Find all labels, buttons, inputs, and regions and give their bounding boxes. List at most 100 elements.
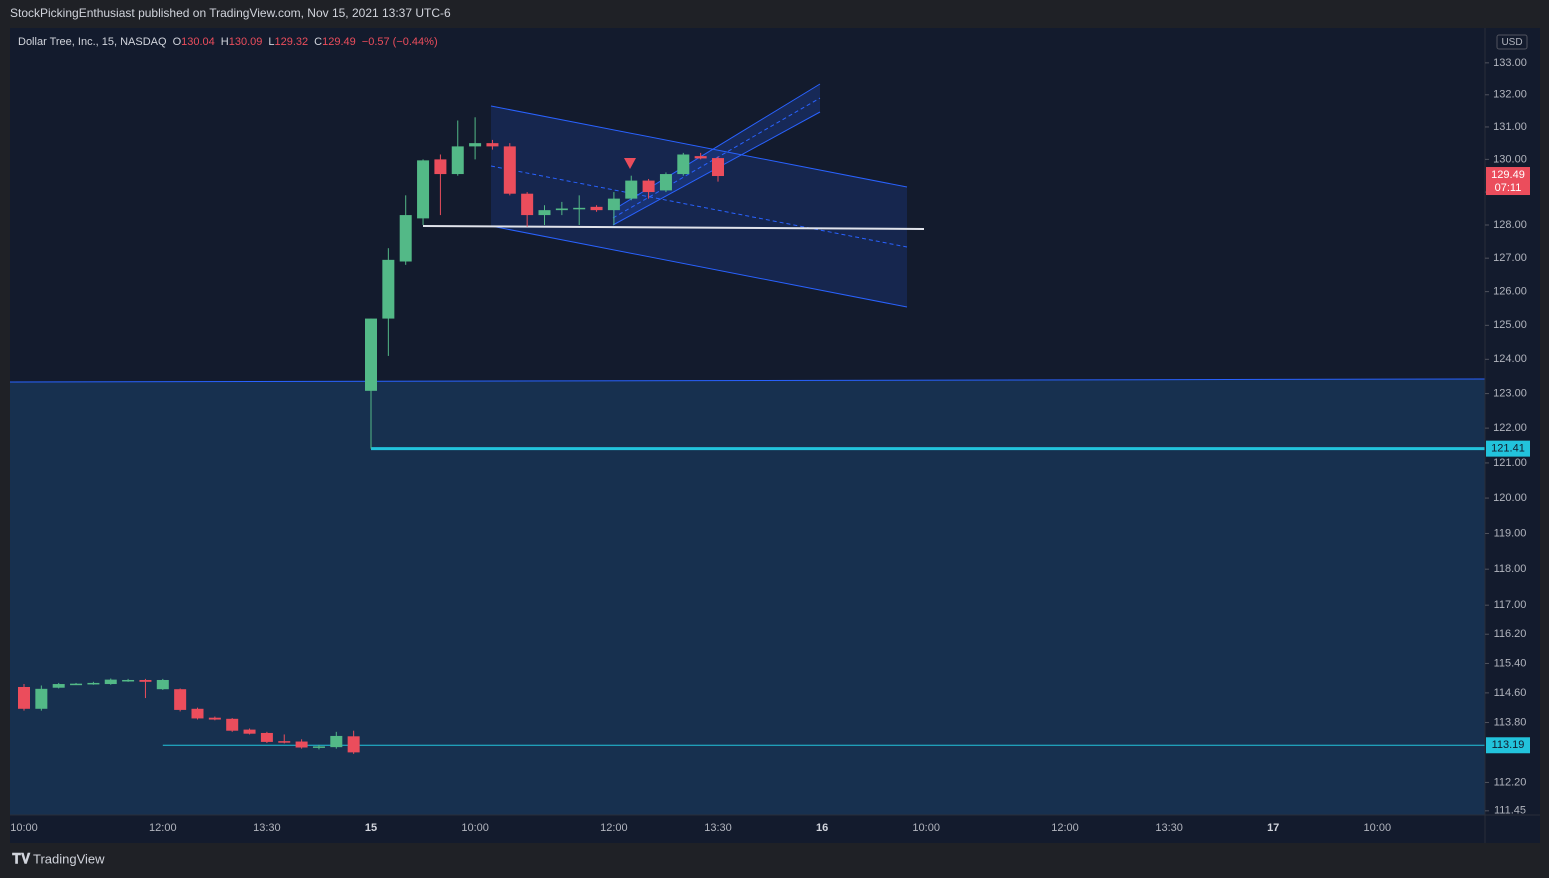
candle-body [295, 741, 308, 748]
x-tick-label: 12:00 [1051, 822, 1079, 834]
horizontal-level [422, 225, 925, 230]
candle-body [659, 174, 672, 191]
symbol: Dollar Tree, Inc., 15, NASDAQ [18, 36, 167, 48]
channel-mid [612, 97, 821, 219]
candle-body [573, 207, 586, 210]
channel-line [490, 225, 908, 308]
logo: 𝐓𝐕 [12, 851, 31, 867]
marks [18, 117, 1485, 754]
currency-box [1496, 34, 1528, 50]
publisher: StockPickingEnthusiast published on Trad… [10, 6, 451, 20]
y-tick-label: 131.00 [1493, 121, 1527, 133]
ohlc-value: 130.04 [181, 36, 215, 48]
channel-mid [490, 165, 908, 248]
ohlc-key: L [268, 36, 274, 48]
change: −0.57 (−0.44%) [362, 36, 438, 48]
candle-body [312, 746, 325, 748]
countdown: 07:11 [1495, 182, 1522, 194]
y-tick-label: 114.60 [1494, 687, 1527, 699]
candle-body [139, 679, 152, 682]
candle-body [191, 708, 204, 719]
candle-body [347, 736, 360, 753]
candle-body [87, 682, 100, 685]
y-tick-label: 122.00 [1493, 422, 1527, 434]
candle-body [469, 143, 482, 147]
candle-body [208, 717, 221, 720]
ohlc-key: C [314, 36, 322, 48]
y-tick-label: 132.00 [1493, 89, 1527, 101]
y-tick-label: 120.00 [1493, 492, 1527, 504]
axes: 133.00132.00131.00130.00129.00128.00127.… [10, 57, 1530, 834]
candle-body [451, 146, 464, 175]
candle-body [365, 318, 377, 391]
ohlc-value: 130.09 [229, 36, 263, 48]
candle-body [694, 156, 707, 159]
zone-top [9, 378, 1486, 383]
candle-body [35, 688, 48, 709]
ohlc-key: O [173, 36, 182, 48]
candle-body [70, 683, 83, 686]
x-tick-label: 10:00 [461, 822, 489, 834]
x-tick-label: 10:00 [10, 822, 38, 834]
y-tick-label: 123.00 [1493, 387, 1527, 399]
y-tick-label: 128.00 [1493, 219, 1527, 231]
y-tick-label: 125.00 [1493, 319, 1527, 331]
x-tick-label: 12:00 [149, 822, 177, 834]
ohlc-key: H [221, 36, 229, 48]
candle-body [642, 180, 655, 193]
candle-body [486, 143, 499, 147]
candle-body [226, 718, 239, 731]
candle-body [590, 206, 603, 211]
candle-body [625, 180, 638, 199]
currency: USD [1501, 37, 1522, 48]
y-tick-label: 117.00 [1494, 599, 1527, 611]
candle-body [677, 154, 690, 175]
x-tick-label: 10:00 [1364, 822, 1392, 834]
x-tick-label: 10:00 [912, 822, 940, 834]
candle-body [174, 689, 187, 710]
last-price-box [1486, 167, 1530, 196]
price-label: 113.19 [1492, 739, 1525, 751]
y-tick-label: 112.20 [1494, 776, 1527, 788]
candle-body [712, 158, 724, 177]
channel-line [490, 105, 908, 188]
candle-body [243, 729, 256, 734]
x-tick-label: 12:00 [600, 822, 628, 834]
candle-body [104, 679, 117, 685]
candle-body [278, 741, 291, 743]
candle-body [52, 684, 65, 688]
price-label-box [1486, 440, 1530, 457]
candle-body [521, 193, 534, 216]
y-tick-label: 119.00 [1494, 527, 1527, 539]
ohlc-value: 129.32 [275, 36, 309, 48]
last-price: 129.49 [1491, 169, 1525, 181]
x-tick-label: 16 [816, 822, 828, 834]
candle-body [417, 160, 430, 219]
y-tick-label: 115.40 [1494, 657, 1527, 669]
candle-body [156, 679, 169, 690]
y-tick-label: 113.80 [1494, 716, 1527, 728]
x-tick-label: 15 [365, 822, 377, 834]
candle-body [260, 732, 273, 742]
x-tick-label: 13:30 [704, 822, 732, 834]
candle-body [382, 259, 395, 319]
candle-body [503, 146, 516, 194]
support-zone [10, 379, 1485, 815]
x-tick-label: 13:30 [253, 822, 281, 834]
candle-body [330, 735, 343, 748]
brand: TradingView [33, 851, 105, 866]
legend: Dollar Tree, Inc., 15, NASDAQ O130.04 H130… [18, 36, 438, 48]
y-tick-label: 127.00 [1493, 252, 1527, 264]
candle-body [399, 215, 412, 262]
sell-marker [624, 158, 636, 169]
y-tick-label: 130.00 [1493, 153, 1527, 165]
x-tick-label: 13:30 [1155, 822, 1183, 834]
y-tick-label: 111.45 [1494, 805, 1526, 817]
y-tick-label: 126.00 [1493, 286, 1527, 298]
y-tick-label: 121.00 [1493, 457, 1527, 469]
ohlc-value: 129.49 [322, 36, 356, 48]
price-label-box [1486, 737, 1530, 754]
candle-body [122, 679, 135, 682]
